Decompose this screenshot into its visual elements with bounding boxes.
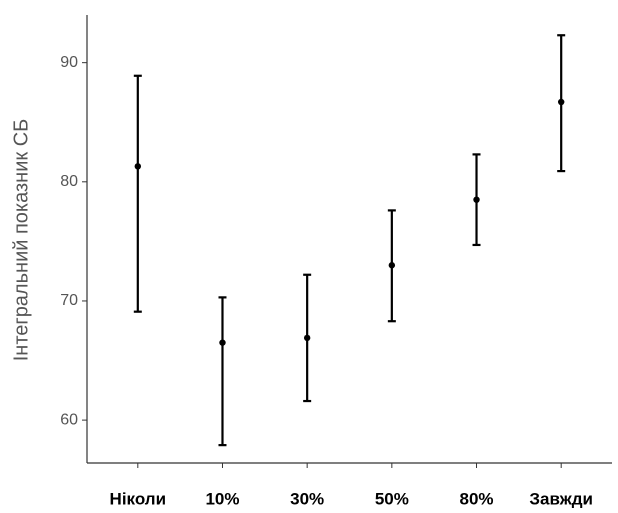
x-tick-label: Ніколи <box>110 489 167 508</box>
y-tick-label: 90 <box>60 54 78 71</box>
y-tick-label: 60 <box>60 411 78 428</box>
mean-point <box>557 98 565 106</box>
mean-point <box>303 334 311 342</box>
x-tick-label: 50% <box>375 489 409 508</box>
x-tick-label: 10% <box>205 489 239 508</box>
mean-point <box>388 262 396 269</box>
mean-point <box>219 339 226 346</box>
x-tick-label: 30% <box>290 489 324 508</box>
mean-point <box>134 163 142 170</box>
y-tick-label: 80 <box>60 173 78 190</box>
y-axis-title: Інтегральний показник СБ <box>10 119 32 362</box>
y-tick-label: 70 <box>60 292 78 309</box>
mean-point <box>473 196 480 203</box>
x-tick-label: 80% <box>460 489 494 508</box>
x-tick-label: Завжди <box>529 489 593 508</box>
